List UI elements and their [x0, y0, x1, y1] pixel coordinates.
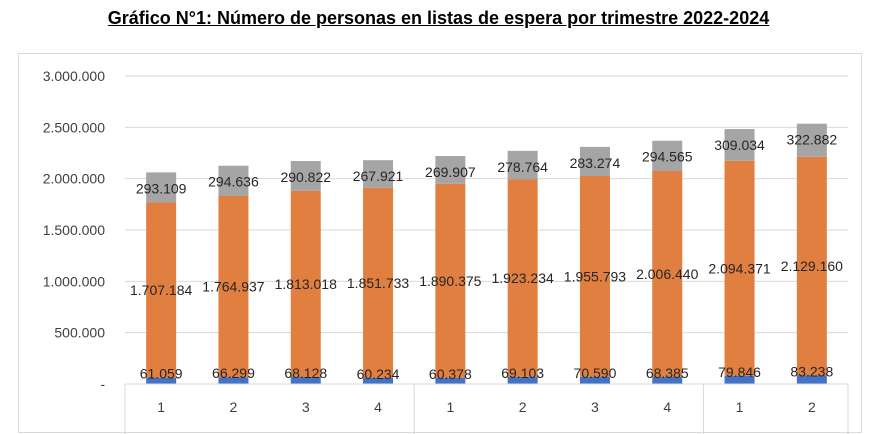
- x-tick-label: 1: [736, 399, 744, 415]
- data-label: 2.129.160: [781, 258, 843, 274]
- bar-segment: [146, 172, 177, 203]
- bar-segment: [290, 377, 321, 384]
- data-label: 83.238: [790, 363, 833, 379]
- bar-segment: [579, 175, 610, 377]
- x-tick-label: 1: [446, 399, 454, 415]
- data-label: 1.813.018: [275, 276, 337, 292]
- bar-segment: [290, 161, 321, 191]
- bar-segment: [507, 150, 538, 180]
- data-label: 1.955.793: [564, 268, 626, 284]
- data-label: 322.882: [787, 132, 838, 148]
- data-label: 1.764.937: [202, 279, 264, 295]
- data-label: 269.907: [425, 164, 476, 180]
- data-label: 1.923.234: [492, 270, 554, 286]
- bar-segment: [796, 156, 827, 376]
- data-label: 278.764: [497, 159, 548, 175]
- y-tick-label: 2.500.000: [43, 119, 105, 135]
- y-tick-label: 1.000.000: [43, 273, 105, 289]
- bar-segment: [290, 190, 321, 378]
- data-label: 79.846: [718, 364, 761, 380]
- bar-segment: [218, 195, 249, 378]
- bar-segment: [146, 202, 177, 378]
- bar-segment: [507, 376, 538, 384]
- chart-area: - 500.000 1.000.000 1.500.000 2.000.000 2.500…: [18, 53, 862, 434]
- y-tick-label: -: [100, 376, 105, 392]
- data-label: 60.378: [429, 366, 472, 382]
- bar-segment: [579, 376, 610, 384]
- data-label: 68.385: [646, 365, 689, 381]
- data-label: 69.103: [501, 365, 544, 381]
- x-tick-label: 4: [374, 399, 382, 415]
- bar-segment: [724, 375, 755, 384]
- chart-title: Gráfico N°1: Número de personas en lista…: [107, 8, 770, 28]
- bar-segment: [363, 377, 394, 384]
- bar-segment: [146, 377, 177, 384]
- x-tick-label: 2: [230, 399, 238, 415]
- data-label: 294.565: [642, 149, 693, 165]
- x-tick-label: 3: [302, 399, 310, 415]
- bar-segment: [652, 376, 683, 384]
- x-tick-label: 3: [591, 399, 599, 415]
- bar-segment: [218, 165, 249, 196]
- data-label: 2.006.440: [636, 266, 698, 282]
- data-label: 283.274: [570, 155, 621, 171]
- bar-segment: [435, 377, 466, 384]
- bar-segment: [435, 156, 466, 184]
- bar-segment: [435, 183, 466, 378]
- data-label: 61.059: [140, 366, 183, 382]
- bar-segment: [363, 160, 394, 188]
- data-label: 60.234: [357, 366, 400, 382]
- x-tick-label: 4: [663, 399, 671, 415]
- bar-segment: [579, 146, 610, 176]
- x-tick-label: 1: [157, 399, 165, 415]
- data-label: 68.128: [284, 365, 327, 381]
- bar-segment: [652, 140, 683, 171]
- data-label: 66.299: [212, 365, 255, 381]
- y-tick-label: 1.500.000: [43, 222, 105, 238]
- y-tick-label: 500.000: [54, 325, 105, 341]
- x-tick-label: 2: [519, 399, 527, 415]
- stacked-bar-chart: - 500.000 1.000.000 1.500.000 2.000.000 2.500…: [43, 68, 849, 434]
- data-label: 2.094.371: [708, 260, 770, 276]
- y-tick-label: 3.000.000: [43, 68, 105, 84]
- bar-segment: [724, 160, 755, 376]
- x-tick-label: 2: [808, 399, 816, 415]
- y-tick-label: 2.000.000: [43, 171, 105, 187]
- data-label: 309.034: [714, 137, 765, 153]
- data-label: 70.590: [574, 365, 617, 381]
- bar-segment: [218, 377, 249, 384]
- bar-segment: [796, 123, 827, 157]
- data-label: 267.921: [353, 168, 404, 184]
- data-label: 293.109: [136, 180, 187, 196]
- bar-segment: [363, 187, 394, 378]
- data-label: 290.822: [280, 169, 331, 185]
- data-label: 1.890.375: [419, 273, 481, 289]
- data-label: 1.851.733: [347, 275, 409, 291]
- bar-segment: [796, 375, 827, 384]
- bar-segment: [652, 170, 683, 377]
- data-label: 1.707.184: [130, 282, 192, 298]
- bar-segment: [507, 179, 538, 377]
- bar-segment: [724, 129, 755, 161]
- data-label: 294.636: [208, 174, 259, 190]
